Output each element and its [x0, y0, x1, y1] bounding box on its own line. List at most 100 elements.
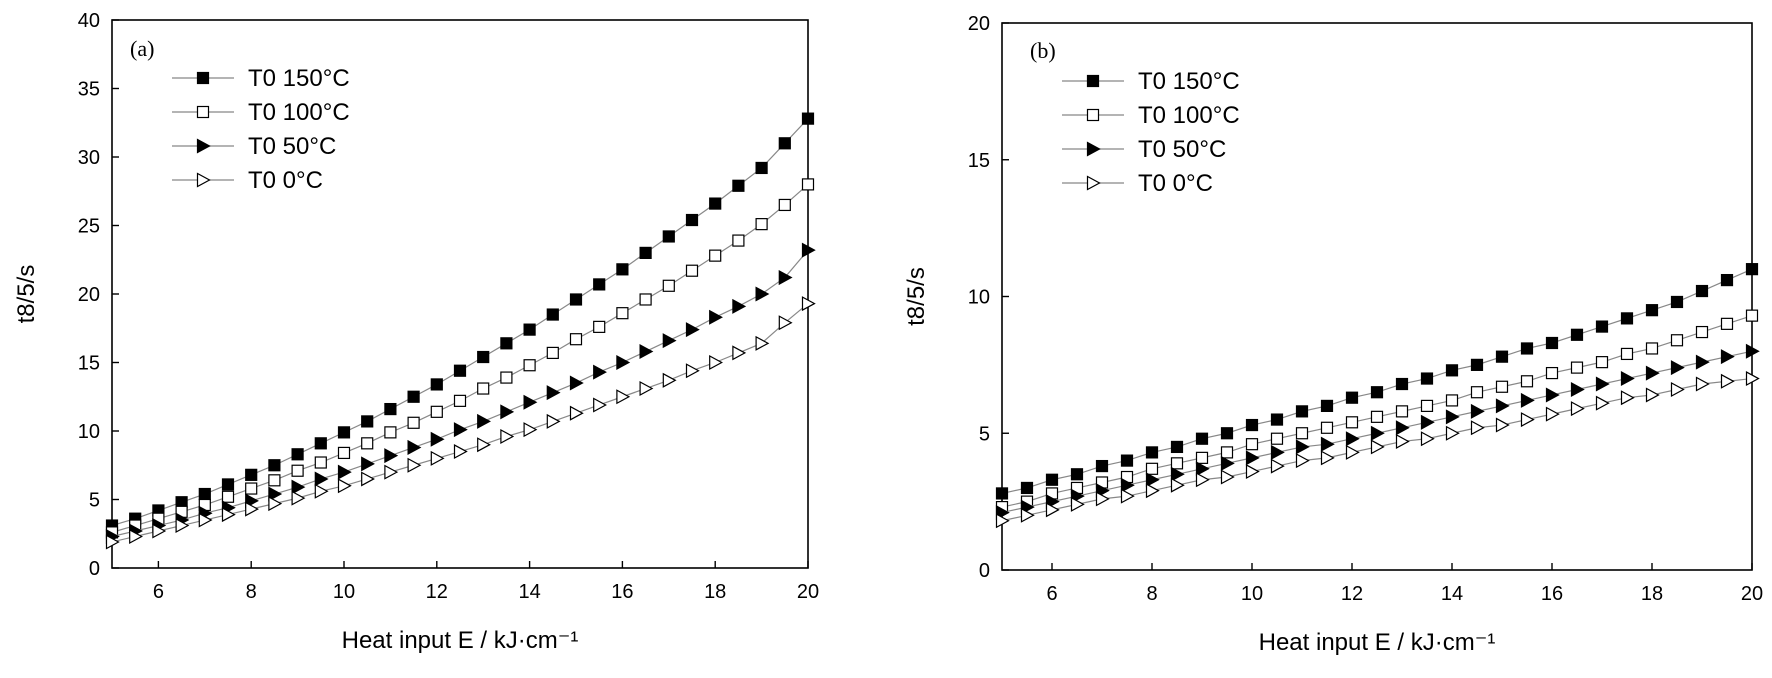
data-point	[1295, 453, 1310, 469]
data-point	[314, 483, 329, 499]
data-point	[1620, 312, 1634, 325]
x-tick-label: 18	[1641, 583, 1663, 605]
data-point	[268, 486, 283, 502]
data-point	[546, 413, 561, 429]
data-point	[430, 405, 443, 418]
data-point	[1345, 431, 1360, 447]
data-point	[732, 234, 745, 247]
data-point	[500, 337, 513, 350]
data-point	[477, 382, 490, 395]
data-point	[755, 161, 768, 175]
panel-label: (b)	[1030, 38, 1056, 63]
data-point	[593, 397, 607, 413]
data-point	[801, 112, 815, 125]
data-point	[801, 178, 815, 191]
data-point	[1245, 450, 1260, 466]
legend-entry: T0 0°C	[1138, 170, 1213, 197]
data-point	[1345, 416, 1359, 429]
data-point	[1220, 427, 1234, 440]
data-point	[995, 513, 1010, 529]
data-point	[221, 478, 235, 491]
data-point	[1670, 334, 1684, 347]
data-point	[453, 422, 468, 438]
data-point	[361, 471, 375, 487]
data-point	[709, 309, 723, 325]
data-point	[1720, 349, 1735, 365]
data-point	[1045, 502, 1060, 518]
data-point	[1520, 392, 1535, 408]
x-tick-label: 14	[1441, 583, 1463, 605]
data-point	[732, 179, 745, 192]
data-point	[593, 278, 606, 291]
legend: T0 150°C T0 100°C T0 50°C T0 0°C	[172, 65, 350, 194]
legend-marker	[196, 105, 210, 119]
legend-marker	[1086, 141, 1101, 157]
y-axis-title: t8/5/s	[13, 265, 40, 324]
data-point	[616, 307, 629, 320]
data-point	[1720, 317, 1734, 330]
data-point	[1395, 420, 1410, 436]
data-point	[569, 333, 583, 346]
data-point	[1695, 284, 1709, 298]
data-point	[291, 464, 304, 477]
data-point	[1295, 405, 1309, 418]
data-point	[546, 385, 561, 401]
y-tick-label: 40	[78, 10, 100, 32]
data-point	[453, 394, 467, 407]
data-point	[662, 279, 675, 292]
data-point	[337, 464, 352, 480]
data-point	[1745, 371, 1760, 387]
data-point	[639, 344, 654, 360]
legend-marker	[196, 172, 211, 188]
data-point	[152, 523, 167, 539]
x-axis-title: Heat input E / kJ·cm⁻¹	[342, 627, 579, 654]
data-point	[1745, 343, 1760, 359]
data-point	[477, 350, 490, 364]
data-point	[1095, 491, 1110, 507]
data-point	[1220, 446, 1234, 459]
y-tick-label: 20	[968, 13, 990, 35]
data-point	[1445, 364, 1459, 377]
data-point	[1445, 425, 1460, 441]
data-point	[755, 335, 770, 351]
x-tick-label: 16	[1541, 583, 1563, 605]
data-point	[1245, 418, 1259, 432]
data-point	[1320, 450, 1335, 466]
data-point	[1170, 466, 1185, 482]
data-point	[801, 242, 816, 258]
series-1	[995, 309, 1759, 514]
data-point	[245, 468, 258, 481]
series-line	[111, 303, 809, 543]
y-tick-label: 30	[78, 147, 100, 169]
data-point	[1670, 295, 1684, 309]
series-line	[111, 183, 809, 533]
x-tick-label: 20	[797, 581, 819, 603]
data-point	[755, 218, 768, 231]
data-point	[221, 490, 235, 503]
data-point	[1120, 477, 1135, 493]
data-point	[384, 448, 399, 464]
data-point	[1695, 325, 1709, 339]
y-tick-label: 20	[78, 284, 100, 306]
data-point	[384, 464, 399, 480]
data-point	[1645, 365, 1660, 381]
x-tick-label: 16	[611, 581, 633, 603]
data-point	[778, 315, 793, 331]
data-point	[198, 487, 211, 501]
plot-frame	[111, 19, 809, 569]
data-point	[1320, 399, 1334, 412]
data-point	[500, 371, 513, 384]
data-point	[1220, 455, 1235, 471]
x-tick-label: 20	[1741, 583, 1763, 605]
data-point	[1270, 458, 1285, 474]
data-point	[1095, 459, 1109, 473]
data-point	[1070, 496, 1085, 512]
data-point	[1345, 391, 1359, 404]
legend-marker	[1086, 175, 1101, 191]
data-point	[1045, 473, 1059, 486]
data-point	[314, 437, 327, 450]
data-point	[361, 456, 375, 472]
x-tick-label: 10	[1241, 583, 1263, 605]
data-point	[1170, 457, 1184, 470]
